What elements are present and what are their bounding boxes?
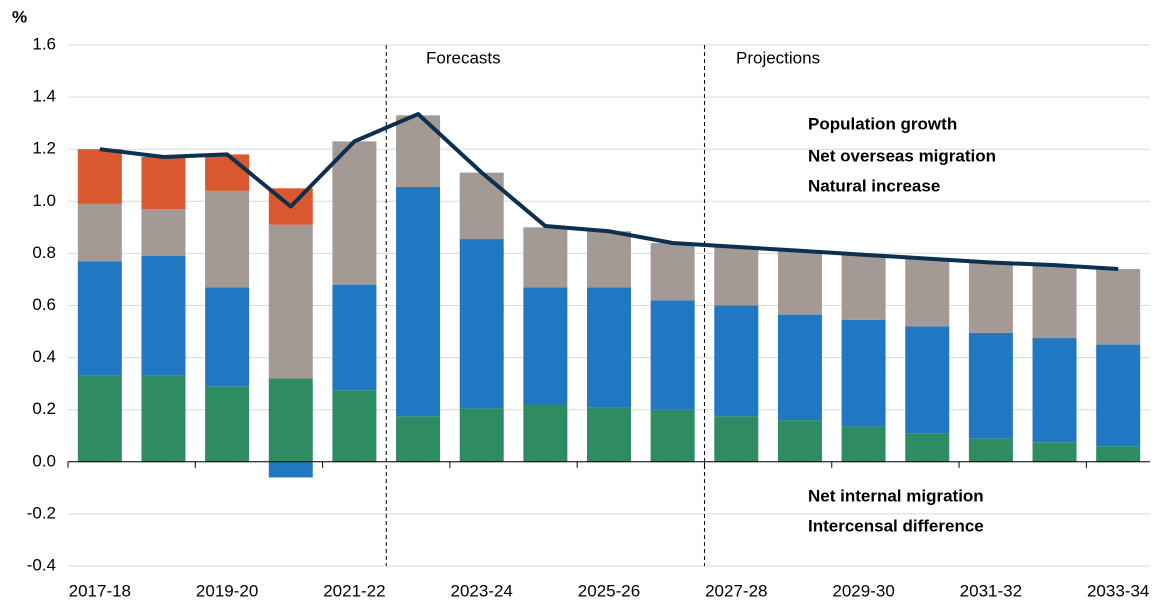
bar xyxy=(141,209,186,257)
x-tick-label: 2023-24 xyxy=(451,581,513,600)
bar xyxy=(1032,442,1077,462)
x-tick-label: 2029-30 xyxy=(832,581,894,600)
bar xyxy=(841,319,886,427)
y-tick-label: 0.6 xyxy=(32,295,56,314)
bar xyxy=(587,287,631,408)
y-axis-label: % xyxy=(12,7,27,26)
bar xyxy=(777,314,822,421)
x-tick-label: 2025-26 xyxy=(578,581,640,600)
legend-entry: Net internal migration xyxy=(808,486,984,505)
bar xyxy=(714,246,759,306)
legend-entry: Population growth xyxy=(808,114,957,133)
bar xyxy=(905,433,950,462)
y-tick-label: -0.4 xyxy=(27,555,56,574)
bar xyxy=(650,300,695,410)
bar xyxy=(905,326,950,434)
bar xyxy=(396,186,441,417)
bar xyxy=(714,305,759,417)
bar xyxy=(268,224,313,379)
bar xyxy=(459,239,504,409)
x-tick-label: 2033-34 xyxy=(1087,581,1149,600)
y-tick-label: 0.8 xyxy=(32,243,56,262)
bar xyxy=(332,141,377,285)
line xyxy=(99,112,1119,272)
bar xyxy=(396,416,441,462)
bar xyxy=(587,407,631,462)
bar xyxy=(714,416,759,462)
y-tick-label: 1.4 xyxy=(32,87,56,106)
bar xyxy=(1032,265,1077,339)
y-tick-label: 1.0 xyxy=(32,191,56,210)
bar xyxy=(841,426,886,462)
y-tick-label: -0.2 xyxy=(27,503,56,522)
bar xyxy=(77,203,122,262)
legend-entry: Net overseas migration xyxy=(808,146,996,165)
x-tick-label: 2019-20 xyxy=(196,581,258,600)
bar xyxy=(777,420,822,462)
bar xyxy=(523,227,568,288)
bar xyxy=(205,287,250,387)
bar xyxy=(968,262,1013,333)
bar xyxy=(268,378,313,462)
bar xyxy=(205,190,250,288)
bar xyxy=(841,254,886,320)
bar xyxy=(905,258,950,327)
bar xyxy=(587,231,631,288)
bar xyxy=(205,154,250,191)
bar xyxy=(459,408,504,462)
x-tick-label: 2021-22 xyxy=(323,581,385,600)
x-tick-label: 2027-28 xyxy=(705,581,767,600)
bar xyxy=(968,332,1013,439)
bar xyxy=(332,284,377,391)
y-tick-label: 1.2 xyxy=(32,139,56,158)
legend-entry: Intercensal difference xyxy=(808,516,984,535)
bar xyxy=(1096,446,1141,462)
bar xyxy=(141,375,186,462)
y-tick-label: 1.6 xyxy=(32,34,56,53)
bar xyxy=(141,256,186,376)
bar xyxy=(777,250,822,315)
bar xyxy=(1096,269,1141,345)
bar xyxy=(141,157,186,210)
legend-entry: Natural increase xyxy=(808,176,940,195)
bar xyxy=(968,438,1013,462)
y-tick-label: 0.4 xyxy=(32,347,56,366)
bar xyxy=(650,409,695,462)
bar xyxy=(1096,344,1141,447)
x-tick-label: 2017-18 xyxy=(69,581,131,600)
bar xyxy=(523,287,568,405)
bar xyxy=(523,404,568,462)
bar xyxy=(205,386,250,462)
bar xyxy=(77,375,122,462)
bar xyxy=(650,242,695,301)
bar xyxy=(332,390,377,462)
bar xyxy=(268,461,313,478)
annotation: Forecasts xyxy=(426,48,501,67)
y-tick-label: 0.2 xyxy=(32,399,56,418)
bar xyxy=(1032,338,1077,443)
annotation: Projections xyxy=(736,48,820,67)
y-tick-label: 0.0 xyxy=(32,451,56,470)
x-tick-label: 2031-32 xyxy=(960,581,1022,600)
bar xyxy=(77,149,122,204)
bar xyxy=(77,261,122,376)
bar xyxy=(459,172,504,240)
